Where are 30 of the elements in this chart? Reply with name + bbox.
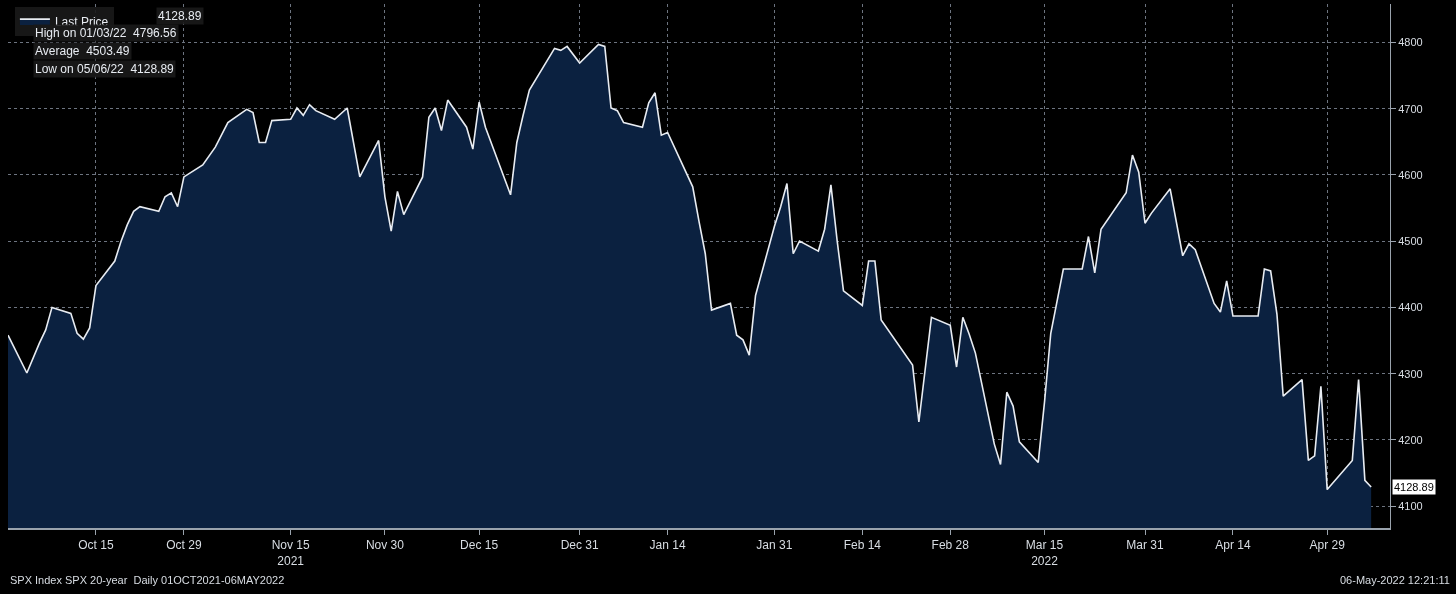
- x-tick-label: Apr 29: [1309, 538, 1346, 553]
- x-tick-label: Jan 31: [756, 538, 793, 553]
- y-tick-label: 4400: [1398, 301, 1423, 314]
- y-tick-label: 4600: [1398, 168, 1423, 181]
- y-tick-label: 4200: [1398, 433, 1423, 446]
- annotation: High on 01/03/22 4796.56: [35, 26, 177, 40]
- x-tick-label: Dec 15: [460, 538, 499, 553]
- y-tick-label: 4100: [1398, 499, 1423, 512]
- x-tick-label: Oct 15: [78, 538, 114, 553]
- x-tick-label: Mar 15 2022: [1025, 538, 1064, 568]
- x-tick-label: Nov 15 2021: [271, 538, 311, 568]
- x-tick-label: Oct 29: [166, 538, 202, 553]
- legend-label: Last Price: [54, 14, 109, 29]
- text: SPX Index SPX 20-year Daily 01OCT2021-06MAY2022: [10, 574, 285, 586]
- x-tick-label: Feb 14: [843, 538, 882, 553]
- annotation: 4128.89: [158, 9, 202, 23]
- annotation: Average 4503.49: [35, 44, 130, 58]
- text: 4128.89: [1394, 481, 1434, 493]
- x-tick-label: Jan 14: [649, 538, 686, 553]
- x-tick-label: Apr 14: [1215, 538, 1251, 553]
- x-tick-label: Dec 31: [560, 538, 599, 553]
- y-tick-label: 4800: [1398, 36, 1423, 49]
- x-tick-label: Feb 28: [931, 538, 970, 553]
- y-tick-label: 4700: [1398, 102, 1423, 115]
- y-tick-label: 4300: [1398, 367, 1423, 380]
- annotation: Low on 05/06/22 4128.89: [35, 62, 175, 76]
- text: 06-May-2022 12:21:11: [1340, 574, 1450, 586]
- x-tick-label: Nov 30: [365, 538, 405, 553]
- y-tick-label: 4500: [1398, 235, 1423, 248]
- x-tick-label: Mar 31: [1126, 538, 1164, 553]
